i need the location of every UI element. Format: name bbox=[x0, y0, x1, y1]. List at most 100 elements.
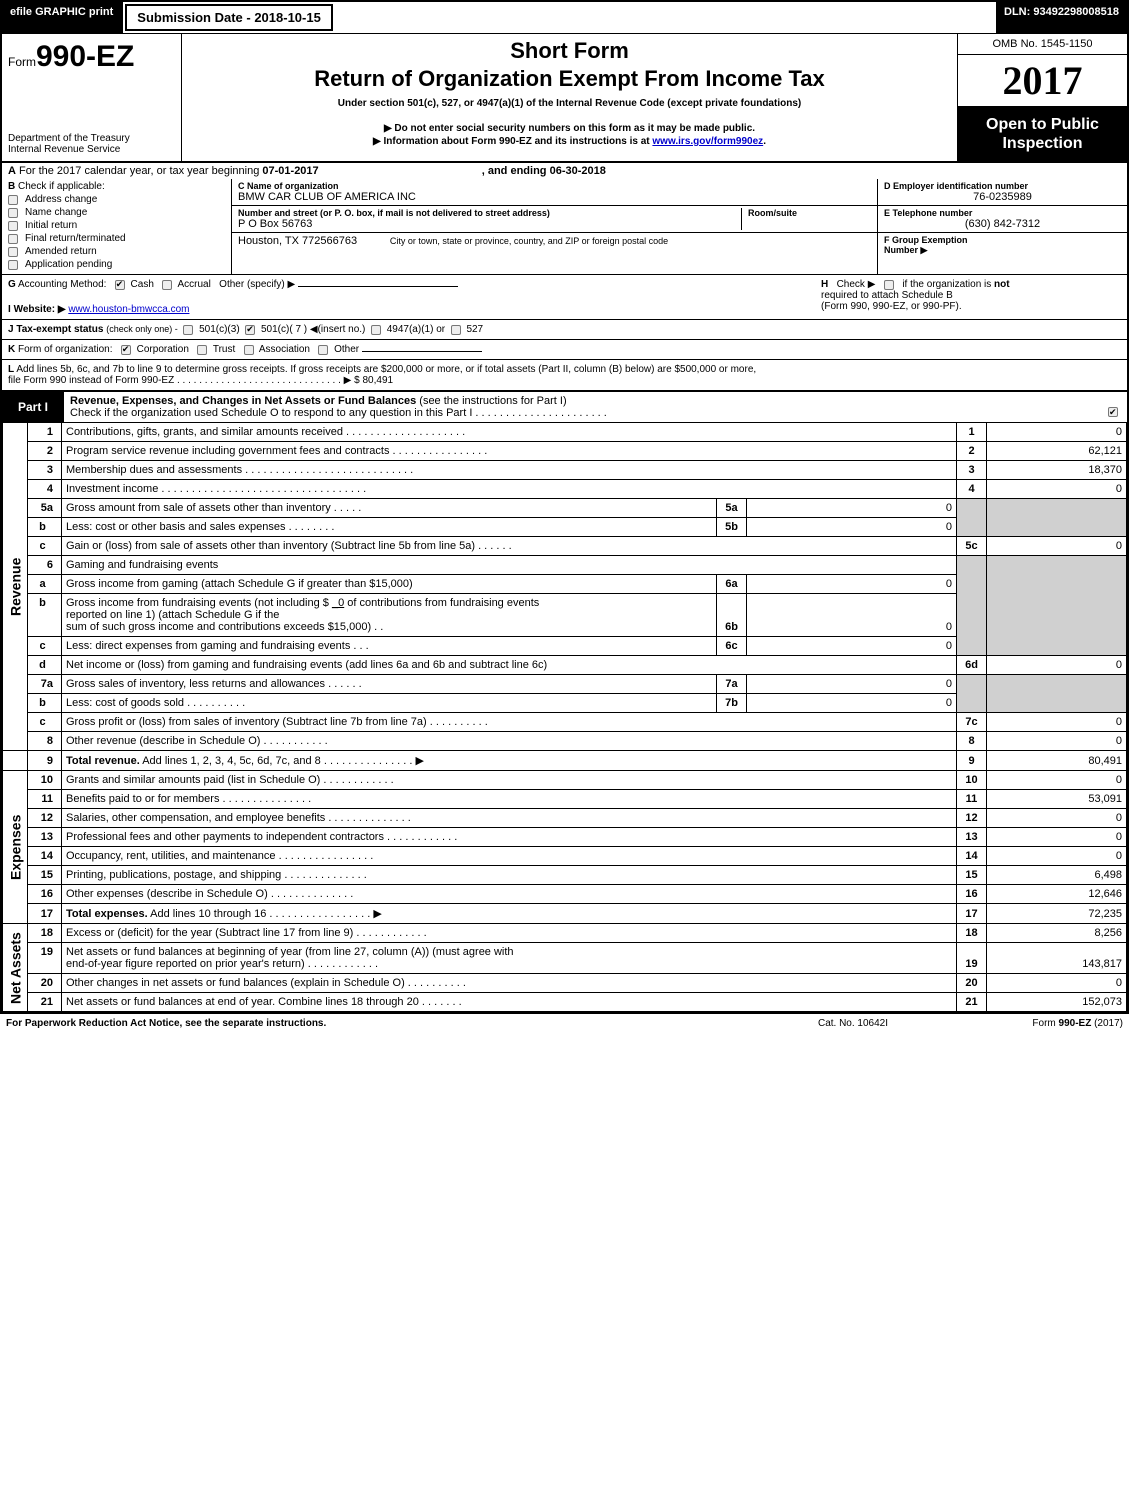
ln-6d-num: d bbox=[28, 656, 62, 675]
sub3-suffix: . bbox=[763, 136, 766, 147]
accrual-label: Accrual bbox=[177, 279, 210, 290]
line-17: 17 Total expenses. Add lines 10 through … bbox=[3, 904, 1127, 924]
ln-1-col: 1 bbox=[957, 423, 987, 442]
ln-5a-desc: Gross amount from sale of assets other t… bbox=[62, 499, 717, 518]
ln-6d-amt: 0 bbox=[987, 656, 1127, 675]
ln-7-shade-amt bbox=[987, 675, 1127, 713]
part1-check-text: Check if the organization used Schedule … bbox=[70, 407, 472, 419]
submission-date: Submission Date - 2018-10-15 bbox=[125, 4, 333, 31]
ln-5a-mid: 5a bbox=[717, 499, 747, 518]
row-a-text1: For the 2017 calendar year, or tax year … bbox=[19, 165, 262, 177]
row-j: J Tax-exempt status (check only one) - 5… bbox=[2, 320, 1127, 340]
ln-6b-zero: _0 bbox=[332, 597, 344, 609]
k-corp-icon[interactable] bbox=[121, 345, 131, 355]
ln-21-num: 21 bbox=[28, 993, 62, 1012]
cat-number: Cat. No. 10642I bbox=[753, 1018, 953, 1029]
ein-value: 76-0235989 bbox=[884, 191, 1121, 203]
checkbox-icon[interactable] bbox=[8, 208, 18, 218]
ln-6-shade-amt bbox=[987, 556, 1127, 656]
k-trust-icon[interactable] bbox=[197, 345, 207, 355]
org-name-row: C Name of organization BMW CAR CLUB OF A… bbox=[232, 179, 877, 206]
h-checkbox-icon[interactable] bbox=[884, 280, 894, 290]
instructions-link[interactable]: www.irs.gov/form990ez bbox=[652, 136, 763, 147]
ln-8-desc: Other revenue (describe in Schedule O) .… bbox=[62, 732, 957, 751]
checkbox-icon[interactable] bbox=[8, 195, 18, 205]
part1-bar: Part I Revenue, Expenses, and Changes in… bbox=[2, 392, 1127, 422]
tax-year-end: 06-30-2018 bbox=[550, 165, 606, 177]
k-trust: Trust bbox=[213, 344, 235, 355]
website-link[interactable]: www.houston-bmwcca.com bbox=[68, 304, 189, 315]
k-assoc: Association bbox=[259, 344, 310, 355]
check-amended-return[interactable]: Amended return bbox=[8, 246, 225, 257]
radio-accrual-icon[interactable] bbox=[162, 280, 172, 290]
room-cell: Room/suite bbox=[741, 208, 871, 230]
ln-5c-desc: Gain or (loss) from sale of assets other… bbox=[62, 537, 957, 556]
ln-19-col: 19 bbox=[957, 943, 987, 974]
dept-treasury: Department of the Treasury bbox=[8, 133, 175, 144]
letter-h: H bbox=[821, 279, 828, 290]
dept-irs: Internal Revenue Service bbox=[8, 144, 175, 155]
ln-10-num: 10 bbox=[28, 771, 62, 790]
j-501c-icon[interactable] bbox=[245, 325, 255, 335]
k-assoc-icon[interactable] bbox=[244, 345, 254, 355]
check-name-change[interactable]: Name change bbox=[8, 207, 225, 218]
h-text1: Check ▶ bbox=[837, 279, 876, 290]
ln-16-col: 16 bbox=[957, 885, 987, 904]
part1-check-icon[interactable] bbox=[1108, 407, 1118, 417]
check-final-return[interactable]: Final return/terminated bbox=[8, 233, 225, 244]
accounting-label: Accounting Method: bbox=[18, 279, 106, 290]
phone-row: E Telephone number (630) 842-7312 bbox=[878, 206, 1127, 233]
ln-8-amt: 0 bbox=[987, 732, 1127, 751]
ln-6-shade bbox=[957, 556, 987, 656]
open-line2: Inspection bbox=[962, 134, 1123, 153]
j-501c3-icon[interactable] bbox=[183, 325, 193, 335]
checkbox-icon[interactable] bbox=[8, 260, 18, 270]
other-specify-line bbox=[298, 286, 458, 287]
check-address-change[interactable]: Address change bbox=[8, 194, 225, 205]
ln-16-amt: 12,646 bbox=[987, 885, 1127, 904]
part1-dots: . . . . . . . . . . . . . . . . . . . . … bbox=[472, 407, 606, 419]
j-527: 527 bbox=[466, 324, 483, 335]
line-7a: 7a Gross sales of inventory, less return… bbox=[3, 675, 1127, 694]
ln-5b-desc: Less: cost or other basis and sales expe… bbox=[62, 518, 717, 537]
form-990ez-page: efile GRAPHIC print Submission Date - 20… bbox=[0, 0, 1129, 1014]
col-b: B Check if applicable: Address change Na… bbox=[2, 179, 232, 274]
row-gh: G Accounting Method: Cash Accrual Other … bbox=[2, 275, 1127, 320]
ln-1-desc: Contributions, gifts, grants, and simila… bbox=[62, 423, 957, 442]
tax-year: 2017 bbox=[958, 55, 1127, 107]
l-text1: Add lines 5b, 6c, and 7b to line 9 to de… bbox=[16, 364, 756, 375]
ln-13-amt: 0 bbox=[987, 828, 1127, 847]
sidecol-revenue-end bbox=[3, 751, 28, 771]
radio-cash-icon[interactable] bbox=[115, 280, 125, 290]
checkbox-icon[interactable] bbox=[8, 234, 18, 244]
k-other-icon[interactable] bbox=[318, 345, 328, 355]
ln-19-d1: Net assets or fund balances at beginning… bbox=[66, 946, 514, 958]
ln-6a-desc: Gross income from gaming (attach Schedul… bbox=[62, 575, 717, 594]
j-4947-icon[interactable] bbox=[371, 325, 381, 335]
part1-title: Revenue, Expenses, and Changes in Net As… bbox=[64, 392, 1127, 422]
row-k: K Form of organization: Corporation Trus… bbox=[2, 340, 1127, 360]
j-527-icon[interactable] bbox=[451, 325, 461, 335]
h-text2: if the organization is bbox=[902, 279, 991, 290]
city-row: Houston, TX 772566763 City or town, stat… bbox=[232, 233, 877, 249]
check-application-pending[interactable]: Application pending bbox=[8, 259, 225, 270]
row-i: I Website: ▶ www.houston-bmwcca.com bbox=[8, 304, 821, 315]
ln-14-col: 14 bbox=[957, 847, 987, 866]
efile-print-button[interactable]: efile GRAPHIC print bbox=[2, 2, 123, 33]
ln-2-amt: 62,121 bbox=[987, 442, 1127, 461]
ln-5a-midv: 0 bbox=[747, 499, 957, 518]
ln-10-col: 10 bbox=[957, 771, 987, 790]
ln-16-num: 16 bbox=[28, 885, 62, 904]
check-initial-return[interactable]: Initial return bbox=[8, 220, 225, 231]
part1-label: Part I bbox=[2, 396, 64, 418]
ln-15-desc: Printing, publications, postage, and shi… bbox=[62, 866, 957, 885]
checkbox-icon[interactable] bbox=[8, 247, 18, 257]
line-8: 8 Other revenue (describe in Schedule O)… bbox=[3, 732, 1127, 751]
line-12: 12 Salaries, other compensation, and emp… bbox=[3, 809, 1127, 828]
ln-6b-desc: Gross income from fundraising events (no… bbox=[62, 594, 717, 637]
ln-19-desc: Net assets or fund balances at beginning… bbox=[62, 943, 957, 974]
row-h: H Check ▶ if the organization is not req… bbox=[821, 279, 1121, 315]
checkbox-icon[interactable] bbox=[8, 221, 18, 231]
line-13: 13 Professional fees and other payments … bbox=[3, 828, 1127, 847]
ln-20-amt: 0 bbox=[987, 974, 1127, 993]
